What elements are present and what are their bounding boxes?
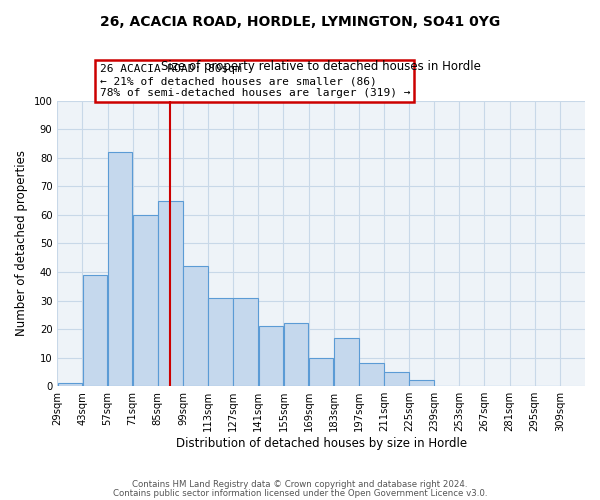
Bar xyxy=(133,215,158,386)
Bar xyxy=(284,324,308,386)
Bar xyxy=(158,200,182,386)
Bar xyxy=(233,298,258,386)
Bar xyxy=(183,266,208,386)
Bar xyxy=(83,275,107,386)
Bar xyxy=(409,380,434,386)
Bar xyxy=(334,338,359,386)
Bar xyxy=(359,364,383,386)
Text: Contains HM Land Registry data © Crown copyright and database right 2024.: Contains HM Land Registry data © Crown c… xyxy=(132,480,468,489)
X-axis label: Distribution of detached houses by size in Hordle: Distribution of detached houses by size … xyxy=(176,437,467,450)
Bar xyxy=(384,372,409,386)
Text: 26, ACACIA ROAD, HORDLE, LYMINGTON, SO41 0YG: 26, ACACIA ROAD, HORDLE, LYMINGTON, SO41… xyxy=(100,15,500,29)
Text: 26 ACACIA ROAD: 80sqm
← 21% of detached houses are smaller (86)
78% of semi-deta: 26 ACACIA ROAD: 80sqm ← 21% of detached … xyxy=(100,64,410,98)
Bar xyxy=(259,326,283,386)
Bar xyxy=(58,384,82,386)
Y-axis label: Number of detached properties: Number of detached properties xyxy=(15,150,28,336)
Bar xyxy=(108,152,133,386)
Title: Size of property relative to detached houses in Hordle: Size of property relative to detached ho… xyxy=(161,60,481,73)
Bar xyxy=(208,298,233,386)
Bar xyxy=(309,358,334,386)
Text: Contains public sector information licensed under the Open Government Licence v3: Contains public sector information licen… xyxy=(113,488,487,498)
